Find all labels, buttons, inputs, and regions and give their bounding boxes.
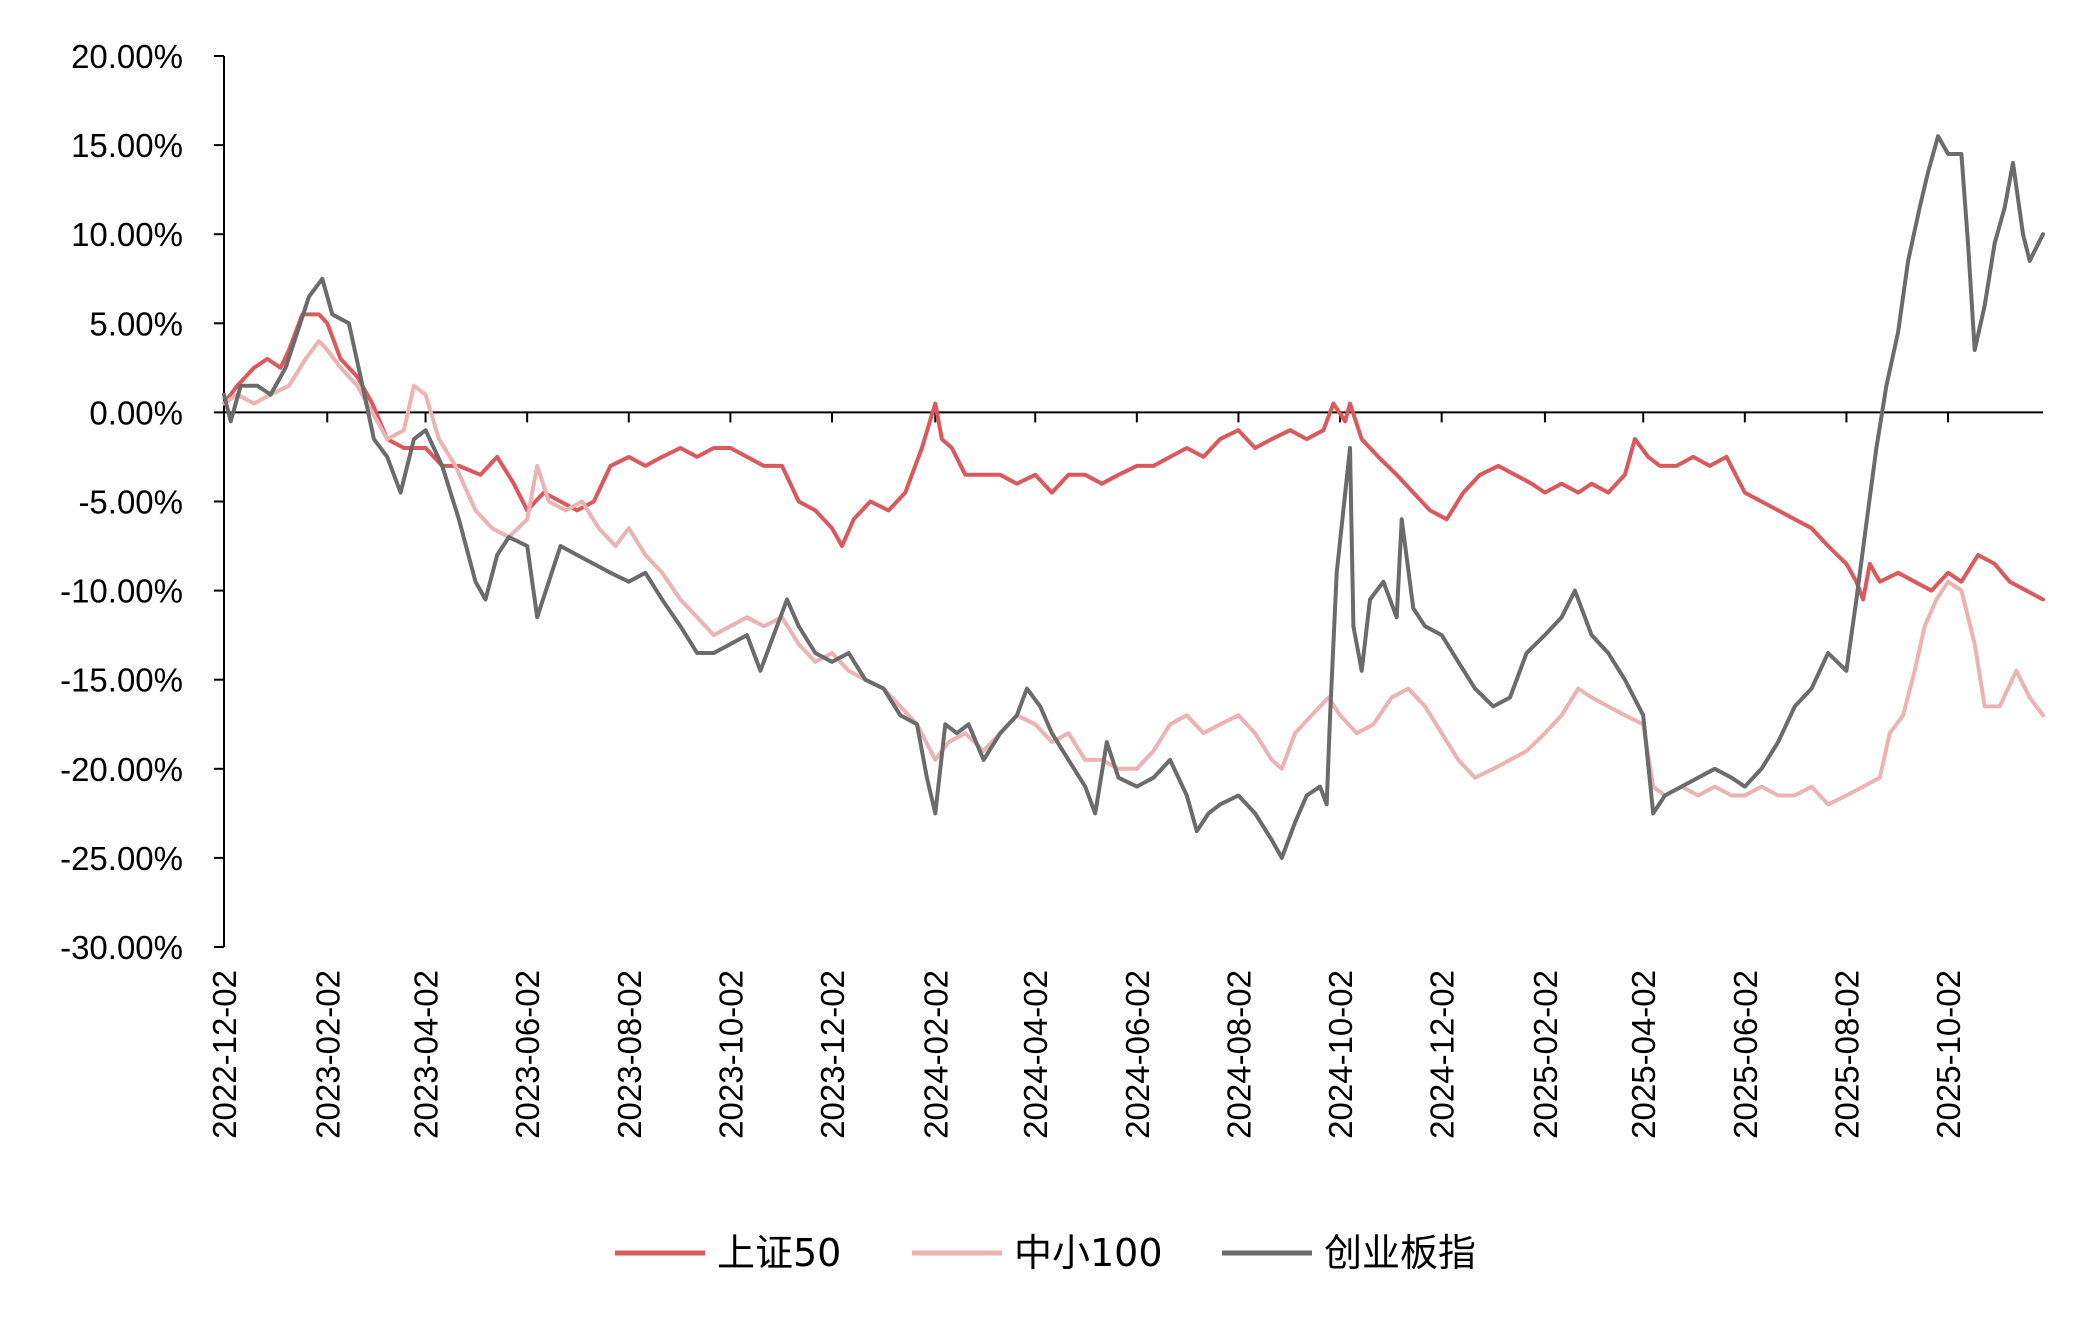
- x-tick-label: 2023-06-02: [509, 970, 546, 1139]
- x-tick-label: 2023-08-02: [611, 970, 648, 1139]
- series-lines: [222, 134, 2045, 860]
- x-tick-label: 2024-06-02: [1119, 970, 1156, 1139]
- x-tick-label: 2023-10-02: [712, 970, 749, 1139]
- series-line-2: [222, 339, 2045, 807]
- y-tick-label: -5.00%: [78, 484, 183, 521]
- x-tick-label: 2023-04-02: [408, 970, 445, 1139]
- y-axis: 20.00% 15.00% 10.00% 5.00% 0.00% -5.00% -10.00…: [60, 38, 225, 966]
- y-tick-label: -25.00%: [60, 840, 183, 877]
- legend-label: 创业板指: [1324, 1231, 1476, 1275]
- x-tick-label: 2024-08-02: [1220, 970, 1257, 1139]
- series-line-3: [222, 134, 2045, 860]
- y-tick-label: 5.00%: [89, 305, 183, 342]
- x-tick-label: 2022-12-02: [206, 970, 243, 1139]
- y-tick-label: -10.00%: [60, 573, 183, 610]
- series-line-1: [222, 312, 2045, 602]
- y-tick-label: 0.00%: [89, 394, 183, 431]
- x-tick-label: 2025-10-02: [1930, 970, 1967, 1139]
- y-tick-label: 10.00%: [71, 216, 183, 253]
- y-tick-label: -30.00%: [60, 929, 183, 966]
- x-tick-label: 2024-10-02: [1322, 970, 1359, 1139]
- y-tick-label: -20.00%: [60, 751, 183, 788]
- x-tick-label: 2023-02-02: [309, 970, 346, 1139]
- x-tick-label: 2024-12-02: [1424, 970, 1461, 1139]
- x-tick-label: 2023-12-02: [814, 970, 851, 1139]
- y-tick-label: 15.00%: [71, 127, 183, 164]
- y-tick-label: 20.00%: [71, 38, 183, 75]
- x-tick-label: 2025-04-02: [1625, 970, 1662, 1139]
- legend-label: 上证50: [717, 1231, 841, 1275]
- x-axis: 2022-12-02 2023-02-02 2023-04-02 2023-06-02…: [206, 411, 2043, 1139]
- x-tick-label: 2025-08-02: [1828, 970, 1865, 1139]
- legend-label: 中小100: [1014, 1231, 1163, 1275]
- x-tick-label: 2024-02-02: [917, 970, 954, 1139]
- x-tick-label: 2024-04-02: [1017, 970, 1054, 1139]
- legend: 上证50 中小100 创业板指: [615, 1231, 1476, 1275]
- x-tick-label: 2025-02-02: [1527, 970, 1564, 1139]
- y-tick-label: -15.00%: [60, 662, 183, 699]
- x-tick-label: 2025-06-02: [1727, 970, 1764, 1139]
